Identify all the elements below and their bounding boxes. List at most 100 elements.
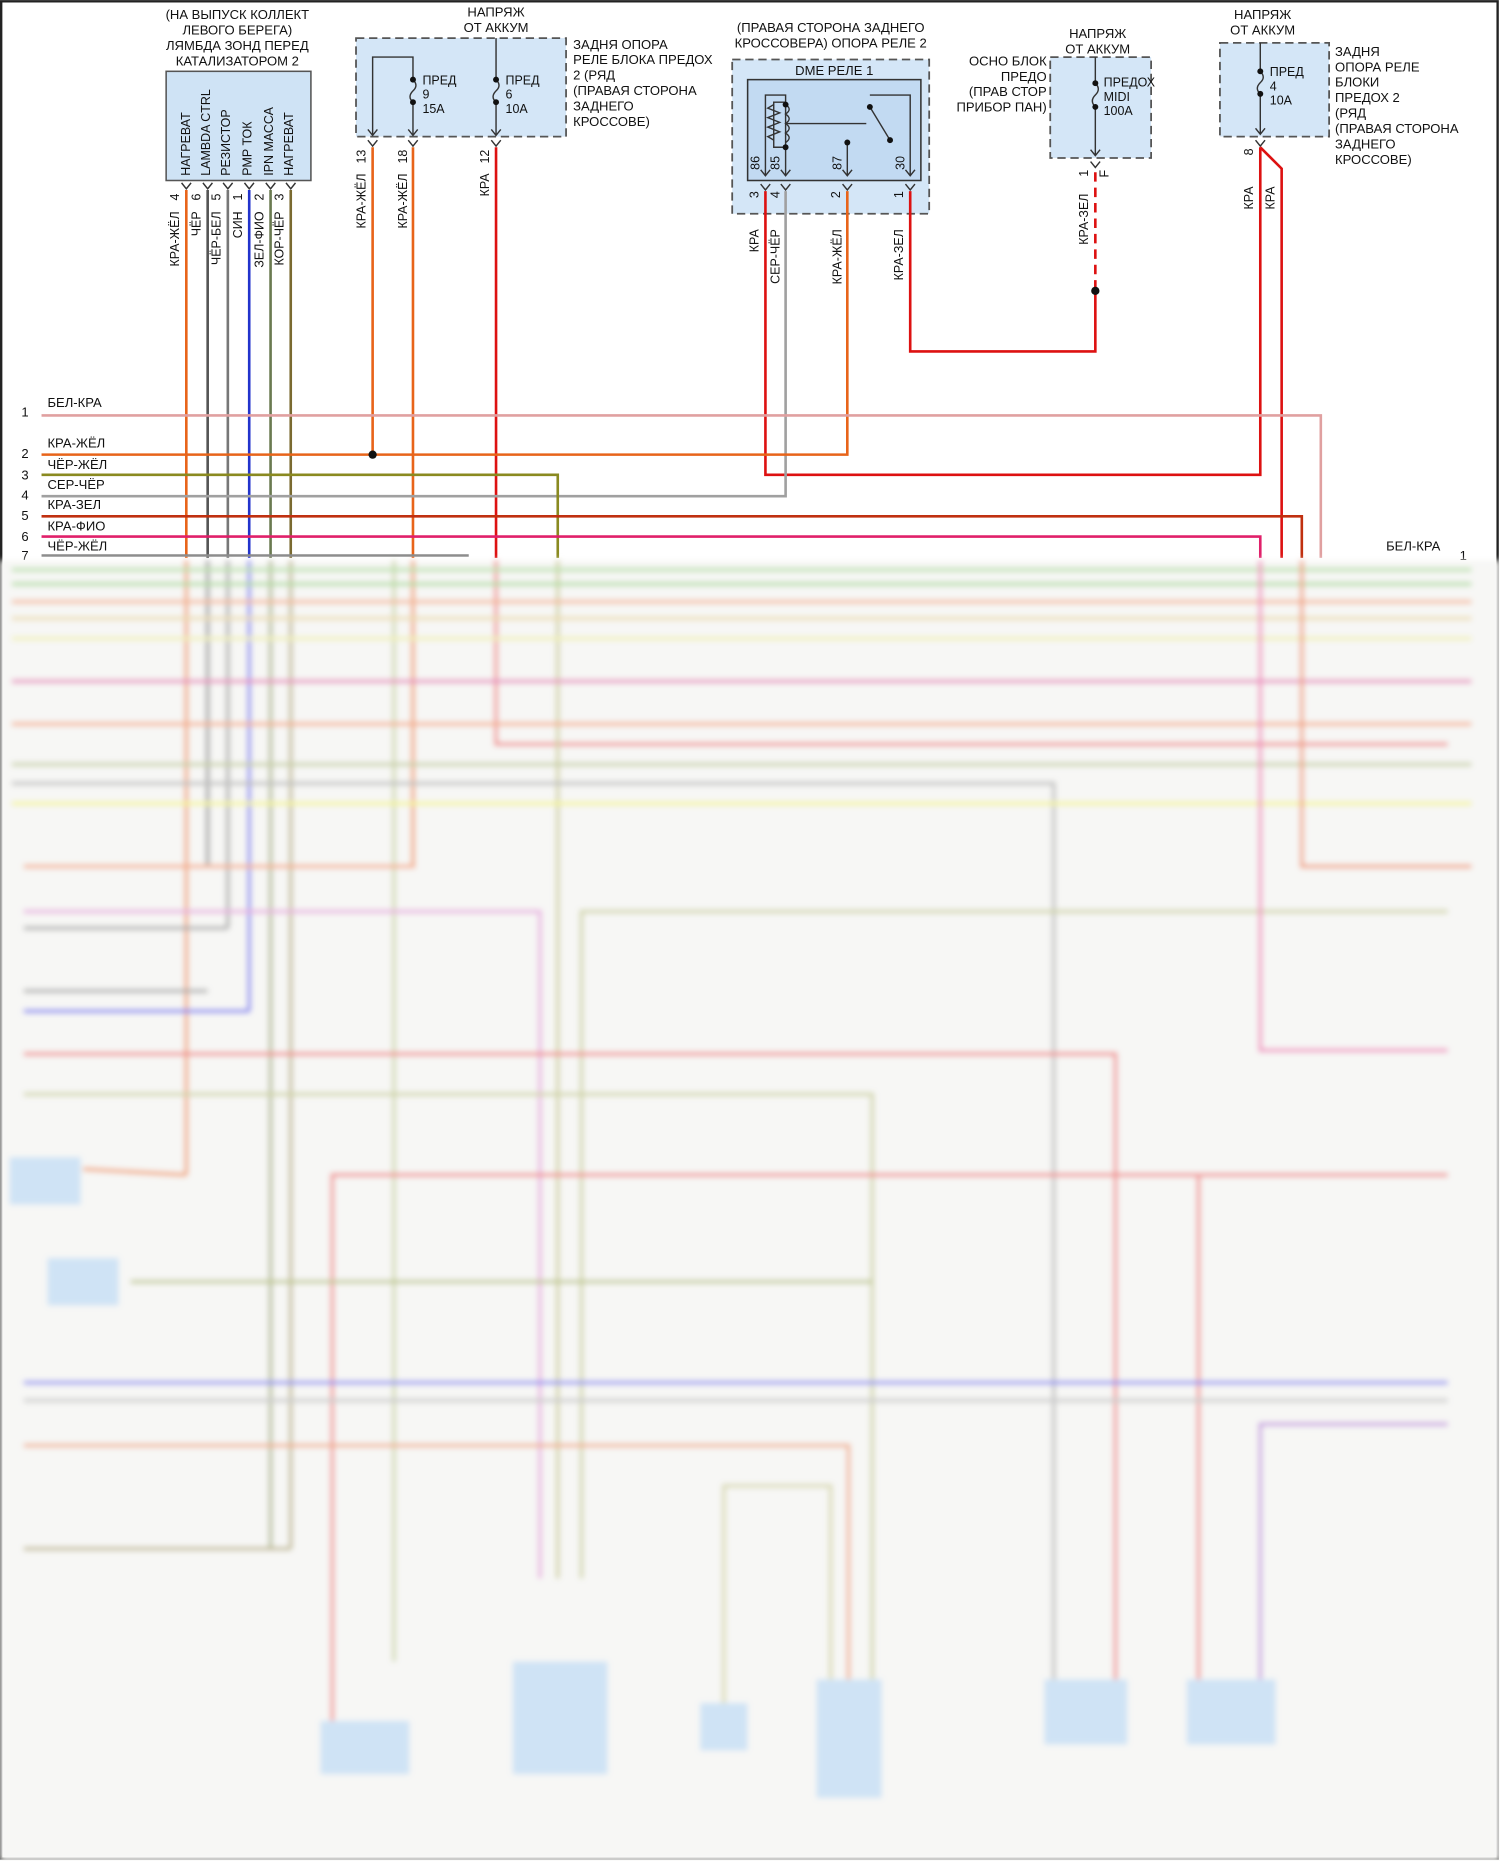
location-label: ПРЕДОХ 2: [1335, 90, 1400, 105]
wire-label: КРА-ЖЁЛ: [830, 229, 844, 284]
harness-labels: 1 БЕЛ-КРА 2 КРА-ЖЁЛ 3 ЧЁР-ЖЁЛ 4 СЕР-ЧЁР …: [21, 395, 1467, 563]
location-label: (ПРАВ СТОР: [969, 84, 1047, 99]
wire-label: КРА: [478, 173, 492, 197]
fuse-label: ПРЕД: [506, 73, 541, 87]
wire-label: КРА: [747, 228, 761, 252]
connector-label: F: [1097, 169, 1111, 177]
location-label: (РЯД: [1335, 106, 1366, 121]
splice-icon: [1091, 286, 1100, 296]
harness-wire: КРА-ФИО: [47, 519, 105, 534]
lambda-title-4: КАТАЛИЗАТОРОМ 2: [176, 53, 299, 68]
fuse-rating: 15А: [422, 102, 445, 116]
supply-label: НАПРЯЖ: [467, 5, 524, 20]
location-label: (ПРАВАЯ СТОРОНА: [573, 83, 697, 98]
wire-label: КРА-ЗЕЛ: [1077, 194, 1091, 245]
fuse-icon: [1256, 70, 1264, 95]
pin-name: PMP ТОК: [241, 121, 255, 176]
fuse-rating: 10А: [1270, 94, 1293, 108]
wire-ser-cher: [41, 191, 787, 498]
coil-icon: [784, 103, 790, 144]
location-label: 2 (РЯД: [573, 68, 615, 83]
location-label: ЗАДНЕГО: [573, 98, 633, 113]
pin-number: 1: [231, 193, 245, 200]
wire-cher-zhel: [41, 473, 560, 558]
location-label: ПРИБОР ПАН): [956, 100, 1046, 115]
fuse-icon: [1091, 82, 1100, 108]
pin-name: НАГРЕВАТ: [179, 112, 193, 176]
connector-icon: [1254, 139, 1266, 148]
pin-name: IPN МАССА: [262, 106, 276, 175]
lambda-title-1: (НА ВЫПУСК КОЛЛЕКТ: [166, 7, 310, 22]
wire-kra-zhel-relay: [41, 191, 849, 456]
fuse-label: ПРЕД: [1270, 65, 1305, 79]
location-label: ЗАДНЯ ОПОРА: [573, 37, 668, 52]
pin-name: LAMBDA CTRL: [199, 89, 213, 176]
lambda-title-3: ЛЯМБДА ЗОНД ПЕРЕД: [166, 38, 309, 53]
supply-label: ОТ АККУМ: [1065, 42, 1130, 57]
wire-kra-zel-relay: [908, 191, 1097, 353]
wire-bel-kra: [41, 414, 1323, 558]
harness-number: 4: [21, 488, 28, 503]
location-label: РЕЛЕ БЛОКА ПРЕДОХ: [573, 52, 713, 67]
pin-number: 3: [273, 193, 287, 200]
wire-label: КРА-ЗЕЛ: [892, 229, 906, 280]
harness-number: 6: [21, 529, 28, 544]
pin-number: 1: [892, 191, 906, 198]
harness-wire: КРА-ЖЁЛ: [47, 436, 105, 451]
fuse-number: 6: [506, 88, 513, 102]
harness-wire: БЕЛ-КРА: [1386, 539, 1441, 554]
wire-label: КРА: [1264, 186, 1278, 210]
wire-kra-zel: [41, 515, 1304, 558]
coil-resistor-icon: [765, 103, 782, 141]
fuse-number: MIDI: [1104, 90, 1130, 104]
terminal-number: 30: [893, 156, 907, 170]
harness-number: 7: [21, 548, 28, 563]
arrow-icon: [367, 129, 502, 137]
wire-kra-fio: [41, 535, 1262, 558]
location-label: КРОССОВЕ): [573, 114, 650, 129]
connector-icon: [760, 183, 916, 192]
location-label: ЗАДНЯ: [1335, 44, 1380, 59]
relay-name: DME РЕЛЕ 1: [795, 63, 873, 78]
harness-wire: СЕР-ЧЁР: [47, 477, 105, 492]
main-fuse-box: НАПРЯЖ ОТ АККУМ ОСНО БЛОК ПРЕДО (ПРАВ СТ…: [956, 26, 1155, 245]
location-label: БЛОКИ: [1335, 75, 1379, 90]
connector-icon: [181, 182, 297, 190]
terminal-number: 85: [769, 156, 783, 170]
lambda-sensor-box: [165, 70, 312, 182]
supply-label: НАПРЯЖ: [1069, 26, 1126, 41]
wires: [41, 146, 1323, 558]
internal-wiring: [1254, 42, 1266, 136]
fuse-number: 4: [1270, 79, 1277, 93]
fuse-icon: [409, 79, 500, 103]
internal-wiring: [371, 38, 497, 135]
pin-number: 12: [478, 150, 492, 164]
pin-number: 4: [769, 191, 783, 198]
fuse-block-rear-2: НАПРЯЖ ОТ АККУМ ЗАДНЯ ОПОРА РЕЛЕ БЛОКИ П…: [1219, 7, 1459, 210]
location-label: КРОССОВЕРА) ОПОРА РЕЛЕ 2: [735, 36, 927, 51]
harness-number: 3: [21, 468, 28, 483]
pin-number: 18: [396, 150, 410, 164]
fuse-block-rear-1: НАПРЯЖ ОТ АККУМ ЗАДНЯ ОПОРА РЕЛЕ БЛОКА П…: [355, 5, 713, 229]
pin-number: 3: [747, 191, 761, 198]
connector-icon: [1090, 161, 1101, 169]
harness-number: 5: [21, 508, 28, 523]
pin-number: 5: [210, 193, 224, 200]
connector-icon: [367, 139, 502, 148]
pin-number: 1: [1077, 170, 1091, 177]
supply-label: ОТ АККУМ: [1230, 23, 1295, 38]
pin-number: 13: [355, 150, 369, 164]
harness-number: 1: [21, 405, 28, 420]
harness-wire: ЧЁР-ЖЁЛ: [47, 539, 107, 554]
wire-kra-fuse4: [1259, 146, 1283, 558]
supply-label: НАПРЯЖ: [1234, 7, 1291, 22]
lambda-sensor: (НА ВЫПУСК КОЛЛЕКТ ЛЕВОГО БЕРЕГА) ЛЯМБДА…: [165, 7, 312, 268]
harness-wire: БЕЛ-КРА: [47, 395, 102, 410]
wire-label: КРА: [1242, 186, 1256, 210]
location-label: ОСНО БЛОК: [969, 53, 1047, 68]
fuse-rating: 10А: [506, 102, 529, 116]
fuse-rating: 100А: [1104, 104, 1134, 118]
wire-label: ЧЁР: [190, 211, 204, 236]
pin-name: НАГРЕВАТ: [282, 112, 296, 176]
